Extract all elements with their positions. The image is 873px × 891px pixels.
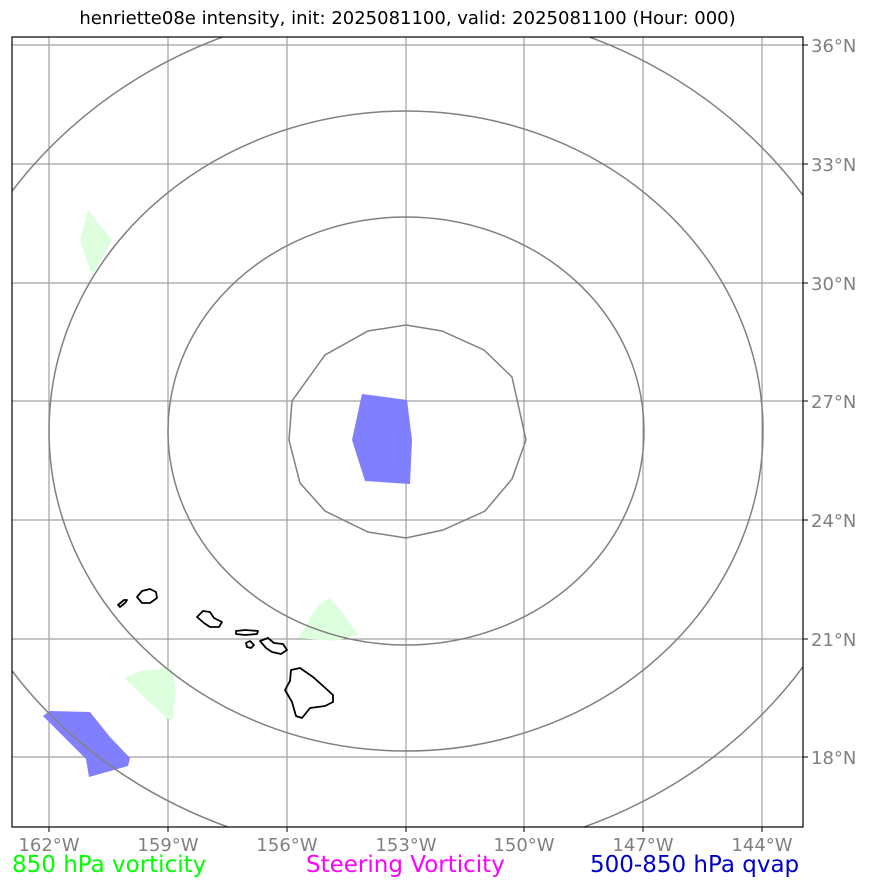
vorticity-region (124, 668, 176, 722)
lat-label: 30°N (811, 274, 856, 295)
lon-label: 153°W (375, 835, 436, 856)
lat-label: 24°N (811, 511, 856, 532)
island-hawaii (284, 667, 334, 719)
plot-frame (11, 36, 804, 828)
lon-label: 156°W (256, 835, 317, 856)
lat-label: 33°N (811, 155, 856, 176)
vorticity-region (80, 210, 112, 276)
lat-label: 21°N (811, 630, 856, 651)
lon-label: 147°W (612, 835, 673, 856)
lon-label: 144°W (731, 835, 792, 856)
legend-qvap: 500-850 hPa qvap (590, 852, 800, 878)
legend-850-vorticity: 850 hPa vorticity (12, 852, 207, 878)
qvap-region (43, 711, 130, 777)
lat-label: 36°N (811, 36, 856, 57)
hawaiian-islands (117, 588, 334, 719)
legend-steering-vorticity: Steering Vorticity (306, 852, 505, 878)
lat-label: 18°N (811, 748, 856, 769)
lon-label: 150°W (493, 835, 554, 856)
island-kauai (136, 588, 158, 604)
lat-label: 27°N (811, 392, 856, 413)
tick-marks (48, 44, 808, 832)
vorticity-region (298, 598, 358, 641)
range-rings (12, 37, 803, 827)
island-molokai (235, 629, 259, 636)
latitude-gridlines (12, 44, 803, 758)
island-maui (259, 637, 288, 655)
longitude-labels: 162°W 159°W 156°W 153°W 150°W 147°W 144°… (18, 835, 792, 856)
chart-title: henriette08e intensity, init: 2025081100… (79, 8, 736, 29)
island-oahu (196, 610, 223, 628)
island-niihau (117, 599, 128, 608)
lon-label: 162°W (18, 835, 79, 856)
lon-label: 159°W (137, 835, 198, 856)
latitude-labels: 36°N 33°N 30°N 27°N 24°N 21°N 18°N (811, 36, 856, 769)
qvap-region (352, 394, 412, 484)
island-lanai (245, 640, 255, 649)
